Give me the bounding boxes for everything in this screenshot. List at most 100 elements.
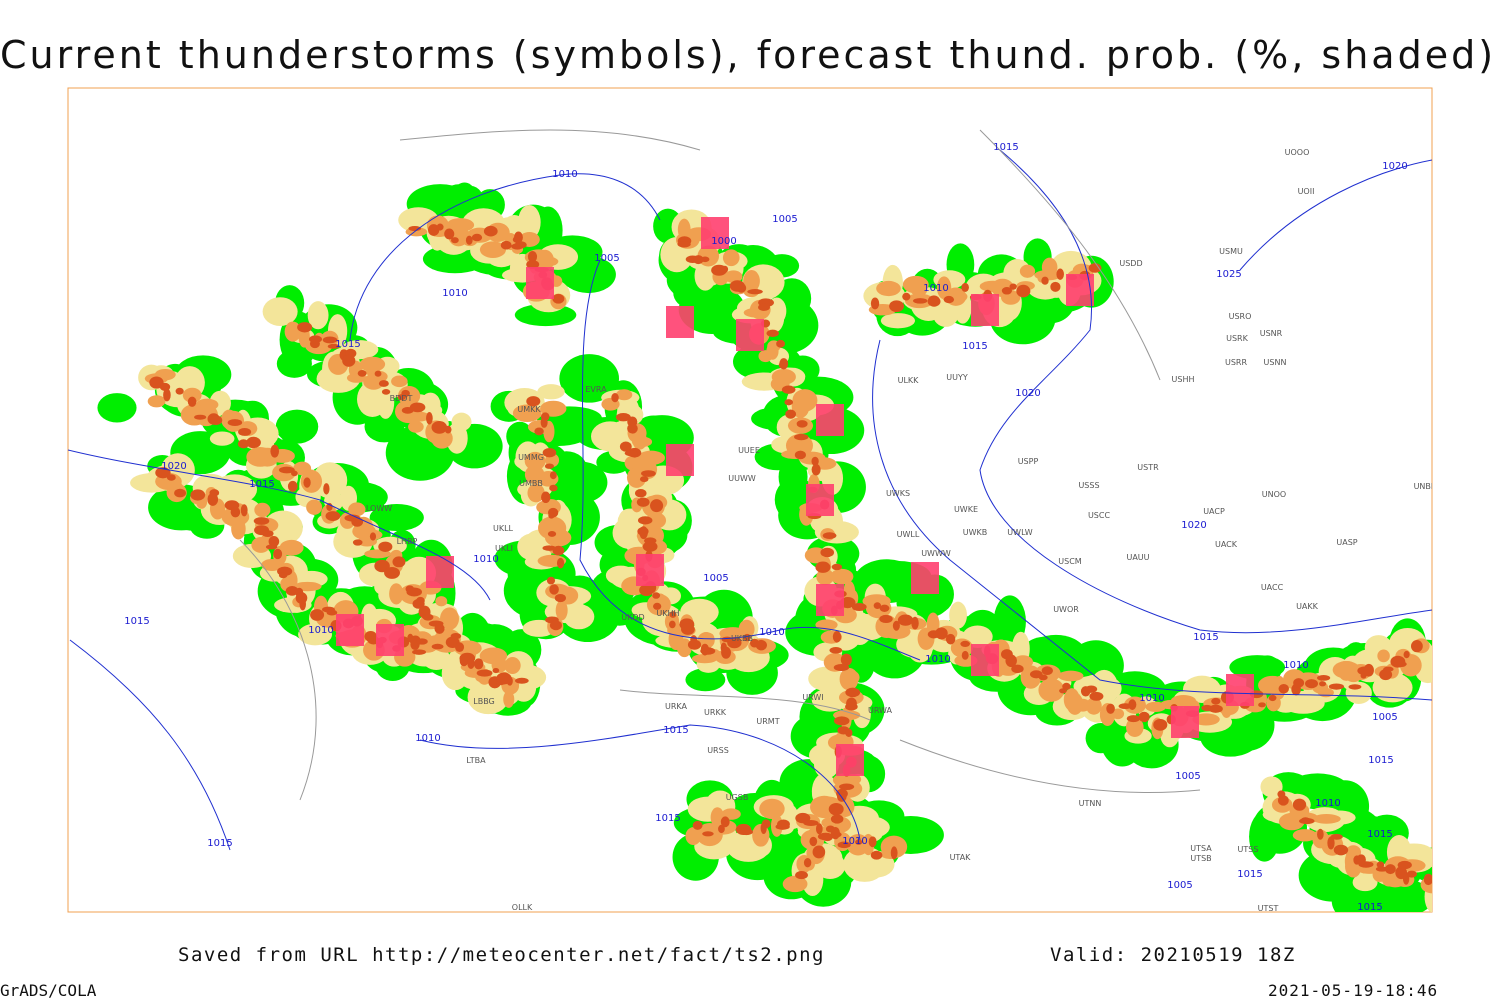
- station-label: USHH: [1172, 375, 1195, 384]
- storm-shade: [1126, 717, 1144, 737]
- thunderstorm-symbols: [736, 319, 764, 351]
- timestamp: 2021-05-19-18:46: [1268, 981, 1438, 1000]
- station-label: URKA: [665, 702, 688, 711]
- storm-shade: [273, 548, 283, 560]
- storm-shade: [374, 370, 382, 377]
- storm-shade: [722, 249, 740, 267]
- storm-shade: [781, 385, 796, 394]
- isobar-label: 1010: [842, 836, 867, 847]
- storm-shade: [253, 517, 270, 525]
- thunderstorm-symbols: [806, 484, 834, 516]
- storm-shade: [1258, 702, 1266, 708]
- storm-shade: [830, 826, 840, 840]
- storm-shade: [1395, 661, 1407, 668]
- station-label: LBBG: [473, 697, 495, 706]
- storm-shade: [816, 568, 834, 586]
- storm-shade: [830, 568, 854, 585]
- storm-shade: [1406, 870, 1417, 878]
- storm-shade: [839, 783, 855, 791]
- storm-shade: [1041, 276, 1049, 285]
- storm-shade: [431, 643, 444, 650]
- station-label: UWKB: [963, 528, 988, 537]
- storm-shade: [747, 289, 763, 295]
- storm-shade: [542, 448, 557, 458]
- storm-shade: [676, 638, 692, 658]
- storm-shade: [409, 402, 426, 413]
- storm-shade: [776, 339, 785, 348]
- storm-shade: [297, 322, 313, 333]
- isobar-label: 1015: [663, 725, 688, 736]
- storm-shade: [190, 489, 206, 501]
- storm-shade: [268, 536, 280, 547]
- storm-shade: [845, 702, 858, 711]
- station-label: USDD: [1119, 259, 1142, 268]
- storm-shade: [758, 303, 770, 311]
- storm-shade: [879, 614, 893, 624]
- storm-shade: [639, 526, 648, 540]
- storm-shade: [342, 354, 356, 367]
- storm-shade: [815, 561, 831, 573]
- thunderstorm-symbols: [376, 624, 404, 656]
- storm-shade: [352, 539, 363, 546]
- storm-shade: [1377, 649, 1390, 663]
- storm-shade: [1292, 798, 1307, 811]
- storm-shade: [943, 295, 955, 304]
- thunderstorm-symbols: [971, 644, 999, 676]
- thunderstorm-symbols: [701, 217, 729, 249]
- station-label: UTSS: [1238, 845, 1259, 854]
- storm-shade: [743, 269, 760, 293]
- isobar-label: 1015: [249, 479, 274, 490]
- storm-shade: [771, 368, 796, 385]
- storm-shade: [552, 545, 565, 556]
- storm-shade: [1085, 685, 1098, 693]
- storm-shade: [766, 329, 779, 337]
- storm-shade: [681, 623, 695, 635]
- storm-shade: [1381, 871, 1396, 887]
- storm-shade: [246, 436, 261, 449]
- storm-shade: [855, 839, 863, 845]
- storm-shade: [777, 819, 790, 830]
- storm-shade: [276, 349, 312, 378]
- storm-shade: [278, 572, 288, 579]
- storm-shade: [637, 516, 653, 525]
- storm-shade: [440, 607, 460, 631]
- storm-shade: [830, 814, 844, 824]
- storm-shade: [755, 639, 767, 651]
- storm-shade: [738, 619, 755, 639]
- storm-shade: [555, 600, 568, 621]
- station-label: URWI: [802, 693, 823, 702]
- storm-shade: [650, 499, 664, 513]
- station-label: UWKS: [886, 489, 910, 498]
- isobar-label: 1005: [1372, 712, 1397, 723]
- isobar-label: 1010: [308, 625, 333, 636]
- storm-shade: [504, 656, 521, 675]
- storm-shade: [615, 413, 631, 422]
- storm-shade: [303, 477, 311, 488]
- storm-shade: [820, 547, 835, 558]
- isobar-label: 1005: [1175, 771, 1200, 782]
- storm-shade: [637, 450, 666, 466]
- storm-shade: [634, 489, 647, 498]
- storm-shade: [357, 370, 367, 377]
- storm-shade: [1208, 704, 1223, 713]
- storm-shade: [261, 530, 274, 537]
- isobar-label: 1015: [1367, 829, 1392, 840]
- storm-shade: [1399, 653, 1422, 677]
- isobar-label: 1025: [1216, 269, 1241, 280]
- storm-shade: [796, 420, 808, 428]
- storm-shade: [261, 558, 283, 571]
- storm-shade: [926, 612, 940, 636]
- storm-shade: [1038, 678, 1065, 702]
- isobar-label: 1005: [703, 573, 728, 584]
- storm-shade: [351, 517, 364, 527]
- storm-shade: [828, 802, 844, 816]
- storm-shade: [549, 620, 563, 631]
- storm-shade: [1327, 836, 1335, 850]
- storm-shade: [254, 502, 271, 518]
- storm-shade: [1058, 670, 1084, 682]
- storm-shade: [1009, 283, 1017, 290]
- storm-shade: [384, 566, 400, 579]
- storm-shade: [227, 419, 243, 427]
- storm-shade: [503, 690, 515, 708]
- storm-shade: [512, 404, 542, 423]
